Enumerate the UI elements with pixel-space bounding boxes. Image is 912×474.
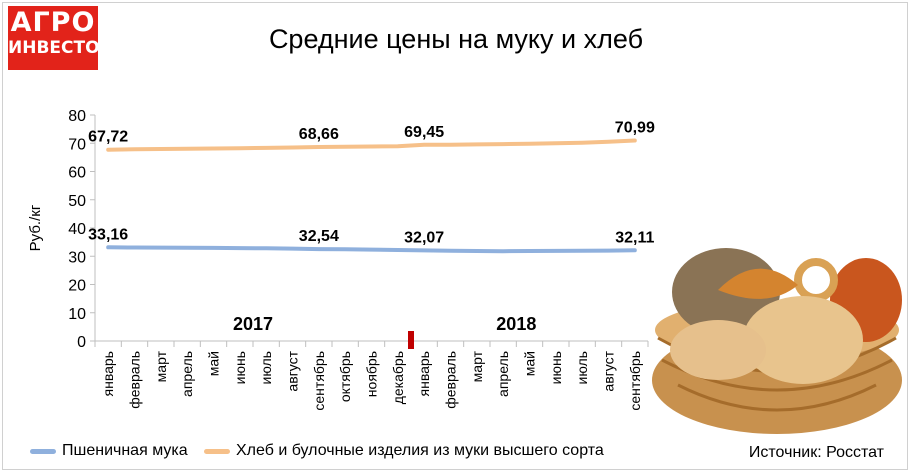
x-tick-label: июль	[574, 351, 590, 384]
y-tick-label: 80	[68, 108, 86, 125]
x-tick-label: август	[601, 350, 617, 391]
x-tick-label: февраль	[127, 351, 143, 409]
croissant	[718, 268, 798, 299]
legend-swatch-bread	[204, 448, 230, 454]
x-tick-label: январь	[100, 351, 116, 396]
x-tick-label: июнь	[548, 351, 564, 384]
data-label: 32,11	[615, 229, 654, 246]
y-tick-label: 70	[68, 136, 86, 153]
x-tick-label: май	[206, 351, 222, 376]
source-note: Источник: Росстат	[748, 444, 884, 461]
data-label: 69,45	[404, 124, 444, 141]
logo-line2: ИНВЕСТОР	[8, 38, 113, 58]
legend-label-bread: Хлеб и булочные изделия из муки высшего …	[236, 442, 604, 459]
y-tick-label: 0	[77, 334, 86, 351]
data-label: 70,99	[615, 119, 655, 136]
legend-label-flour: Пшеничная мука	[62, 442, 188, 459]
x-tick-label: январь	[416, 351, 432, 396]
x-tick-label: декабрь	[390, 351, 406, 404]
x-tick-label: август	[285, 350, 301, 391]
data-label: 32,54	[299, 228, 339, 245]
basket-weave-3	[677, 383, 877, 412]
baguette-piece	[670, 320, 766, 380]
year-divider-marker	[408, 331, 414, 349]
legend-item-flour: Пшеничная мука	[30, 442, 188, 460]
y-tick-label: 20	[68, 278, 86, 295]
agro-investor-logo: АГРО ИНВЕСТОР	[8, 6, 113, 70]
x-tick-label: март	[153, 350, 169, 382]
y-tick-label: 10	[68, 306, 86, 323]
bagel-ring	[794, 258, 838, 302]
chart-title: Средние цены на муку и хлеб	[268, 24, 644, 54]
year-label: 2017	[233, 314, 273, 334]
legend-swatch-flour	[30, 448, 56, 454]
y-tick-label: 30	[68, 249, 86, 266]
x-tick-label: июль	[258, 351, 274, 384]
logo-line1: АГРО	[10, 7, 96, 38]
x-tick-label: апрель	[179, 351, 195, 397]
x-tick-label: ноябрь	[364, 351, 380, 397]
data-label: 68,66	[299, 126, 339, 143]
legend-item-bread: Хлеб и булочные изделия из муки высшего …	[204, 442, 604, 460]
x-tick-label: март	[469, 350, 485, 382]
x-tick-label: сентябрь	[627, 351, 643, 411]
x-tick-label: сентябрь	[311, 351, 327, 411]
data-label: 32,07	[404, 229, 444, 246]
y-tick-label: 50	[68, 193, 86, 210]
year-label: 2018	[496, 314, 536, 334]
x-tick-label: февраль	[443, 351, 459, 409]
y-tick-label: 60	[68, 165, 86, 182]
x-tick-label: апрель	[495, 351, 511, 397]
y-axis-label: Руб./кг	[27, 204, 44, 251]
data-label: 33,16	[88, 226, 128, 243]
x-tick-label: октябрь	[337, 351, 353, 402]
data-label: 67,72	[88, 129, 128, 146]
series-line-1	[106, 138, 637, 152]
y-tick-label: 40	[68, 221, 86, 238]
x-tick-label: июнь	[232, 351, 248, 384]
white-loaf	[743, 296, 863, 384]
x-tick-label: май	[522, 351, 538, 376]
series-line-0	[106, 245, 637, 254]
bread-basket-illustration	[652, 248, 902, 434]
